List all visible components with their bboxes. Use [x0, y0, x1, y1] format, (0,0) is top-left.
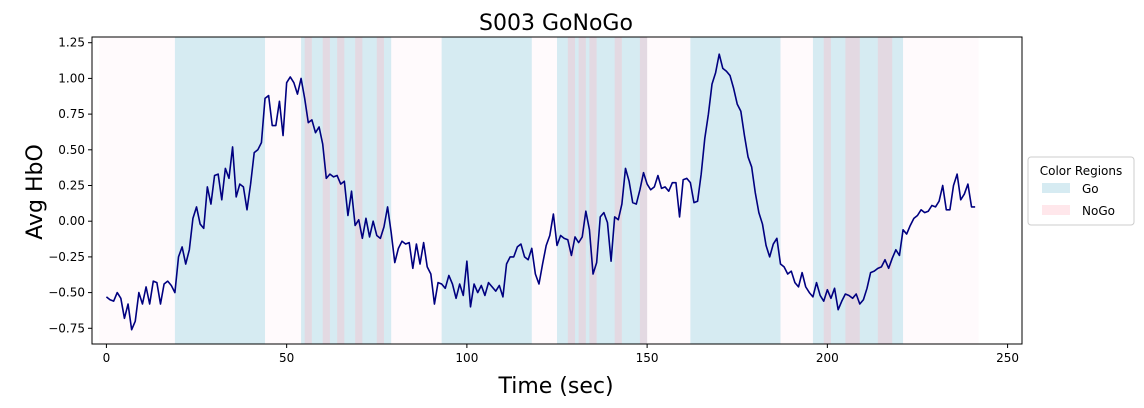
region-nogo-band — [877, 37, 893, 344]
region-nogo-band — [337, 37, 345, 344]
region-nogo-band — [304, 37, 312, 344]
y-tick-label: 0.75 — [58, 107, 85, 121]
region-go-band — [557, 37, 648, 344]
legend-label-go: Go — [1082, 182, 1099, 196]
y-tick-label: 0.00 — [58, 214, 85, 228]
y-axis-label: Avg HbO — [23, 144, 48, 240]
region-nogo-band — [376, 37, 384, 344]
legend: Color Regions Go NoGo — [1027, 156, 1135, 226]
region-nogo-band — [578, 37, 586, 344]
y-tick-label: 1.25 — [58, 36, 85, 50]
region-bands — [99, 37, 979, 344]
region-nogo-band — [322, 37, 330, 344]
x-tick-label: 200 — [816, 351, 839, 365]
y-tick-label: 1.00 — [58, 71, 85, 85]
x-tick-label: 100 — [455, 351, 478, 365]
legend-swatch-nogo — [1042, 205, 1070, 215]
region-baseline-band — [265, 37, 302, 344]
region-go-band — [301, 37, 392, 344]
region-nogo-band — [355, 37, 363, 344]
x-axis-label: Time (sec) — [497, 374, 613, 399]
region-baseline-band — [780, 37, 813, 344]
x-tick-label: 150 — [636, 351, 659, 365]
plot-frame — [91, 36, 1023, 345]
region-nogo-band — [639, 37, 648, 344]
region-baseline-band — [531, 37, 557, 344]
y-tick-label: −0.50 — [48, 286, 85, 300]
y-tick-label: 0.25 — [58, 179, 85, 193]
series-line-group — [105, 53, 976, 331]
x-tick-label: 0 — [103, 351, 111, 365]
legend-label-nogo: NoGo — [1082, 204, 1115, 218]
region-nogo-band — [589, 37, 597, 344]
x-axis-ticks: 0 50 100 150 200 250 — [103, 344, 1019, 365]
series-line — [105, 53, 976, 331]
region-nogo-band — [845, 37, 860, 344]
y-tick-label: 0.50 — [58, 143, 85, 157]
x-tick-label: 250 — [996, 351, 1019, 365]
x-tick-label: 50 — [279, 351, 294, 365]
legend-title: Color Regions — [1040, 164, 1122, 178]
chart-title: S003 GoNoGo — [479, 11, 633, 36]
y-tick-label: −0.25 — [48, 250, 85, 264]
y-axis-ticks: −0.75 −0.50 −0.25 0.00 0.25 0.50 0.75 1.00 1.25 — [48, 36, 92, 335]
legend-swatch-go — [1042, 183, 1070, 193]
region-nogo-band — [614, 37, 622, 344]
region-nogo-band — [567, 37, 576, 344]
legend-box — [1027, 156, 1135, 226]
region-go-band — [690, 37, 781, 344]
region-nogo-band — [823, 37, 831, 344]
region-baseline-band — [99, 37, 175, 344]
y-tick-label: −0.75 — [48, 321, 85, 335]
